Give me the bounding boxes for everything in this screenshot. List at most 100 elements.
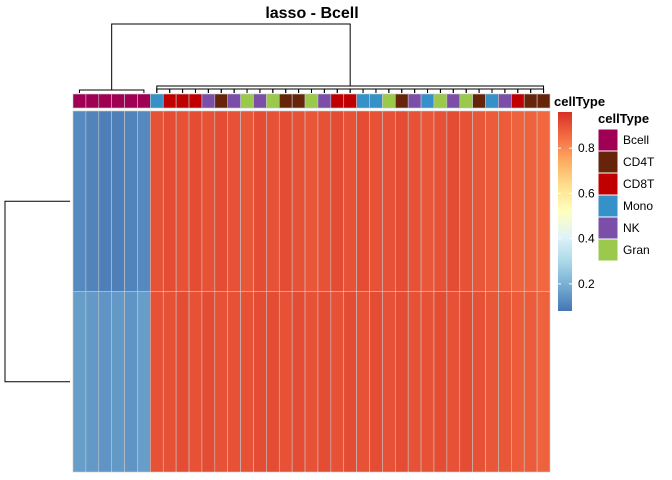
heatmap-cell <box>162 291 177 473</box>
heatmap-cell <box>162 110 177 292</box>
heatmap-cell <box>459 110 473 292</box>
annotation-cell <box>124 93 138 109</box>
heatmap-cell <box>536 110 551 292</box>
annotation-cell <box>382 93 396 109</box>
heatmap-cell <box>485 110 499 292</box>
legend-label: Bcell <box>623 133 649 147</box>
column-dendrogram <box>78 23 545 93</box>
heatmap-cell <box>227 110 241 292</box>
dendrogram-leaf <box>362 88 377 93</box>
heatmap-cell <box>356 291 370 473</box>
legend-label: Mono <box>623 199 653 213</box>
heatmap-cell <box>382 110 396 292</box>
heatmap-cell <box>433 291 448 473</box>
heatmap-cell <box>227 291 241 473</box>
heatmap-cell <box>111 110 125 292</box>
annotation-cell <box>343 93 357 109</box>
heatmap-cell <box>201 291 216 473</box>
dendrogram-leaf <box>298 88 312 93</box>
annotation-cell <box>214 93 229 109</box>
dendrogram-leaf <box>427 88 441 93</box>
dendrogram-leaf <box>478 88 493 93</box>
heatmap-cell <box>433 110 448 292</box>
annotation-cell <box>266 93 280 109</box>
dendrogram-leaf <box>414 88 429 93</box>
heatmap-cell <box>188 291 203 473</box>
heatmap-cell <box>407 110 422 292</box>
heatmap-cell <box>317 291 332 473</box>
heatmap-cell <box>304 291 319 473</box>
heatmap-cell <box>111 291 125 473</box>
annotation-cell <box>188 93 203 109</box>
celltype-annotation-bar <box>72 93 551 109</box>
dendrogram-leaf <box>220 88 235 93</box>
dendrogram-leaf <box>517 88 532 93</box>
annotation-cell <box>459 93 473 109</box>
legend-swatch <box>597 128 619 152</box>
heatmap-cell <box>278 110 293 292</box>
heatmap-cell <box>175 291 190 473</box>
annotation-cell <box>369 93 383 109</box>
heatmap-cell <box>356 110 370 292</box>
heatmap-cell <box>394 291 409 473</box>
colorbar-tick-label: 0.8 <box>578 141 595 155</box>
annotation-cell <box>150 93 164 109</box>
colorbar <box>558 112 572 311</box>
heatmap-cell <box>137 291 151 473</box>
annotation-cell <box>240 93 254 109</box>
dendrogram-leaf <box>452 88 467 93</box>
annotation-cell <box>433 93 448 109</box>
dendrogram-leaf <box>323 88 338 93</box>
dendrogram-leaf <box>259 88 274 93</box>
heatmap-cell <box>472 291 486 473</box>
heatmap-cell <box>394 110 409 292</box>
heatmap-cell <box>72 291 87 473</box>
heatmap-cell <box>124 110 138 292</box>
dendrogram-branch <box>4 200 70 383</box>
heatmap-cell <box>511 110 525 292</box>
colorbar-tick-label: 0.4 <box>578 232 595 246</box>
annotation-cell <box>72 93 87 109</box>
annotation-cell <box>485 93 499 109</box>
legend-label: CD8T <box>623 177 655 191</box>
legend-label: Gran <box>623 243 650 257</box>
annotation-cell <box>201 93 216 109</box>
dendrogram-leaf <box>465 88 480 93</box>
dendrogram-leaf <box>246 88 261 93</box>
heatmap-cell <box>188 110 203 292</box>
heatmap-cell <box>124 291 138 473</box>
annotation-cell <box>536 93 551 109</box>
heatmap-cell <box>330 110 345 292</box>
dendrogram-leaf <box>439 88 454 93</box>
heatmap-cell <box>266 110 280 292</box>
annotation-cell <box>85 93 100 109</box>
legend-swatch <box>597 150 619 174</box>
annotation-cell <box>356 93 370 109</box>
colorbar-tick-label: 0.6 <box>578 186 595 200</box>
dendrogram-leaf <box>375 88 390 93</box>
heatmap-cell <box>291 291 306 473</box>
heatmap-cell <box>291 110 306 292</box>
heatmap-cell <box>420 110 435 292</box>
heatmap-cell <box>330 291 345 473</box>
heatmap-cell <box>98 291 112 473</box>
legend-swatch <box>597 216 619 240</box>
dendrogram-branch <box>78 89 145 93</box>
annotation-cell <box>291 93 306 109</box>
heatmap-cell <box>343 110 357 292</box>
annotation-cell <box>330 93 345 109</box>
annotation-cell <box>137 93 151 109</box>
heatmap-cell <box>214 291 229 473</box>
heatmap-cell <box>498 291 512 473</box>
dendrogram-leaf <box>530 88 545 93</box>
heatmap-cell <box>446 291 461 473</box>
heatmap-cell <box>253 110 267 292</box>
heatmap-cell <box>150 291 164 473</box>
heatmap-cell <box>511 291 525 473</box>
annotation-cell <box>253 93 267 109</box>
annotation-cell <box>227 93 241 109</box>
heatmap-cell <box>137 110 151 292</box>
heatmap-cell <box>240 291 254 473</box>
dendrogram-leaf <box>401 88 416 93</box>
